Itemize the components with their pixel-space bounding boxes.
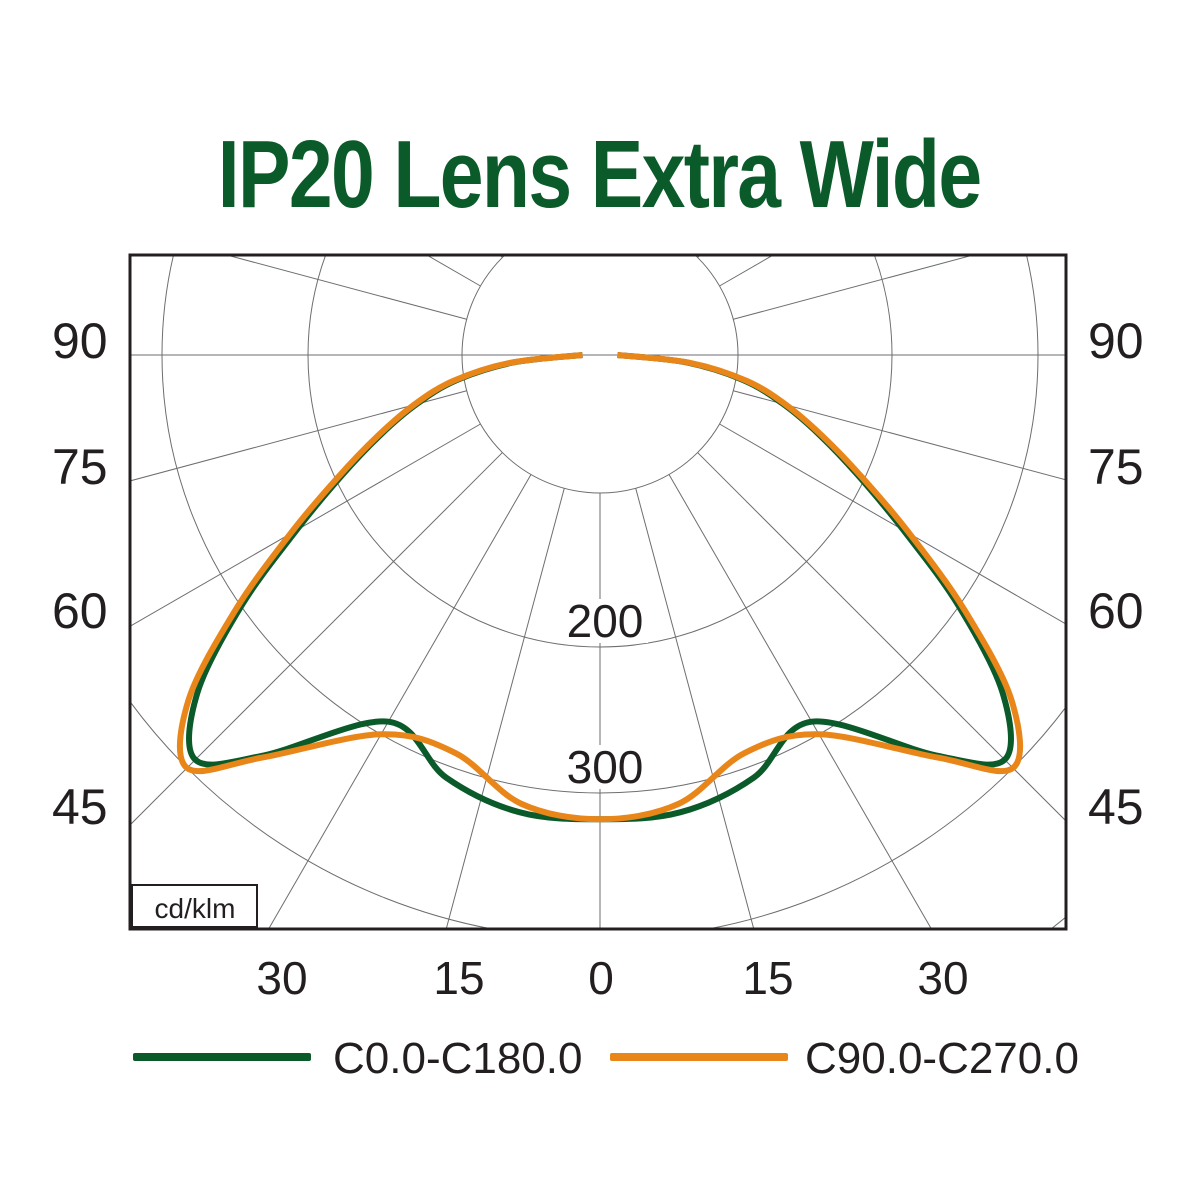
grid-spoke-30 (668, 474, 932, 929)
legend-label-c0: C0.0-C180.0 (333, 1034, 583, 1083)
grid-spoke-15 (635, 488, 755, 929)
plot-frame (128, 253, 1068, 931)
angle-label-left-60: 60 (52, 583, 108, 639)
grid-spoke-up-r45 (697, 255, 701, 258)
series-layer (176, 352, 1024, 823)
unit-label: cd/klm (155, 893, 236, 924)
grid-spoke--75 (130, 390, 467, 482)
grid-spoke--30 (268, 474, 532, 929)
radial-label-300: 300 (567, 741, 644, 793)
grid-spoke-up-r30 (719, 255, 775, 287)
bottom-label-30-right: 30 (917, 952, 969, 1004)
grid-spoke-75 (733, 390, 1066, 481)
radial-labels: 200 300 (556, 595, 648, 793)
angle-label-right-75: 75 (1088, 439, 1144, 495)
grid-spoke-up-l75 (367, 0, 564, 222)
angle-label-right-60: 60 (1088, 583, 1144, 639)
legend-label-c90: C90.0-C270.0 (805, 1034, 1079, 1083)
angle-label-left-90: 90 (52, 313, 108, 369)
grid-spoke-up-r75 (636, 0, 833, 222)
grid-spoke--15 (445, 488, 565, 929)
bottom-label-30-left: 30 (256, 952, 308, 1004)
legend-swatch-c0 (133, 1053, 311, 1061)
chart-title: IP20 Lens Extra Wide (217, 121, 982, 228)
grid-spoke-up-r60 (669, 0, 1050, 235)
bottom-label-15-left: 15 (433, 952, 485, 1004)
grid-spoke-up-l45 (499, 255, 503, 258)
grid-spoke-60 (719, 423, 1066, 625)
grid-spoke-up-l30 (425, 255, 481, 287)
bottom-label-0: 0 (588, 952, 614, 1004)
radial-label-bg-300 (556, 745, 648, 789)
grid-spoke-up-r15 (733, 255, 976, 320)
grid-spoke-up-l15 (224, 255, 467, 320)
angle-label-left-75: 75 (52, 439, 108, 495)
legend-swatch-c90 (610, 1053, 788, 1061)
grid-spoke-45 (697, 452, 1066, 822)
angle-label-right-90: 90 (1088, 313, 1144, 369)
angle-label-left-45: 45 (52, 779, 108, 835)
grid-spoke-up-l60 (150, 0, 531, 235)
bottom-label-15-right: 15 (742, 952, 794, 1004)
angle-label-right-45: 45 (1088, 779, 1144, 835)
grid-spoke--45 (130, 452, 503, 826)
series-line-1 (176, 352, 1024, 823)
radial-label-200: 200 (567, 595, 644, 647)
radial-label-bg-200 (556, 599, 648, 643)
grid-spoke--60 (130, 423, 481, 627)
unit-box: cd/klm (131, 884, 258, 928)
